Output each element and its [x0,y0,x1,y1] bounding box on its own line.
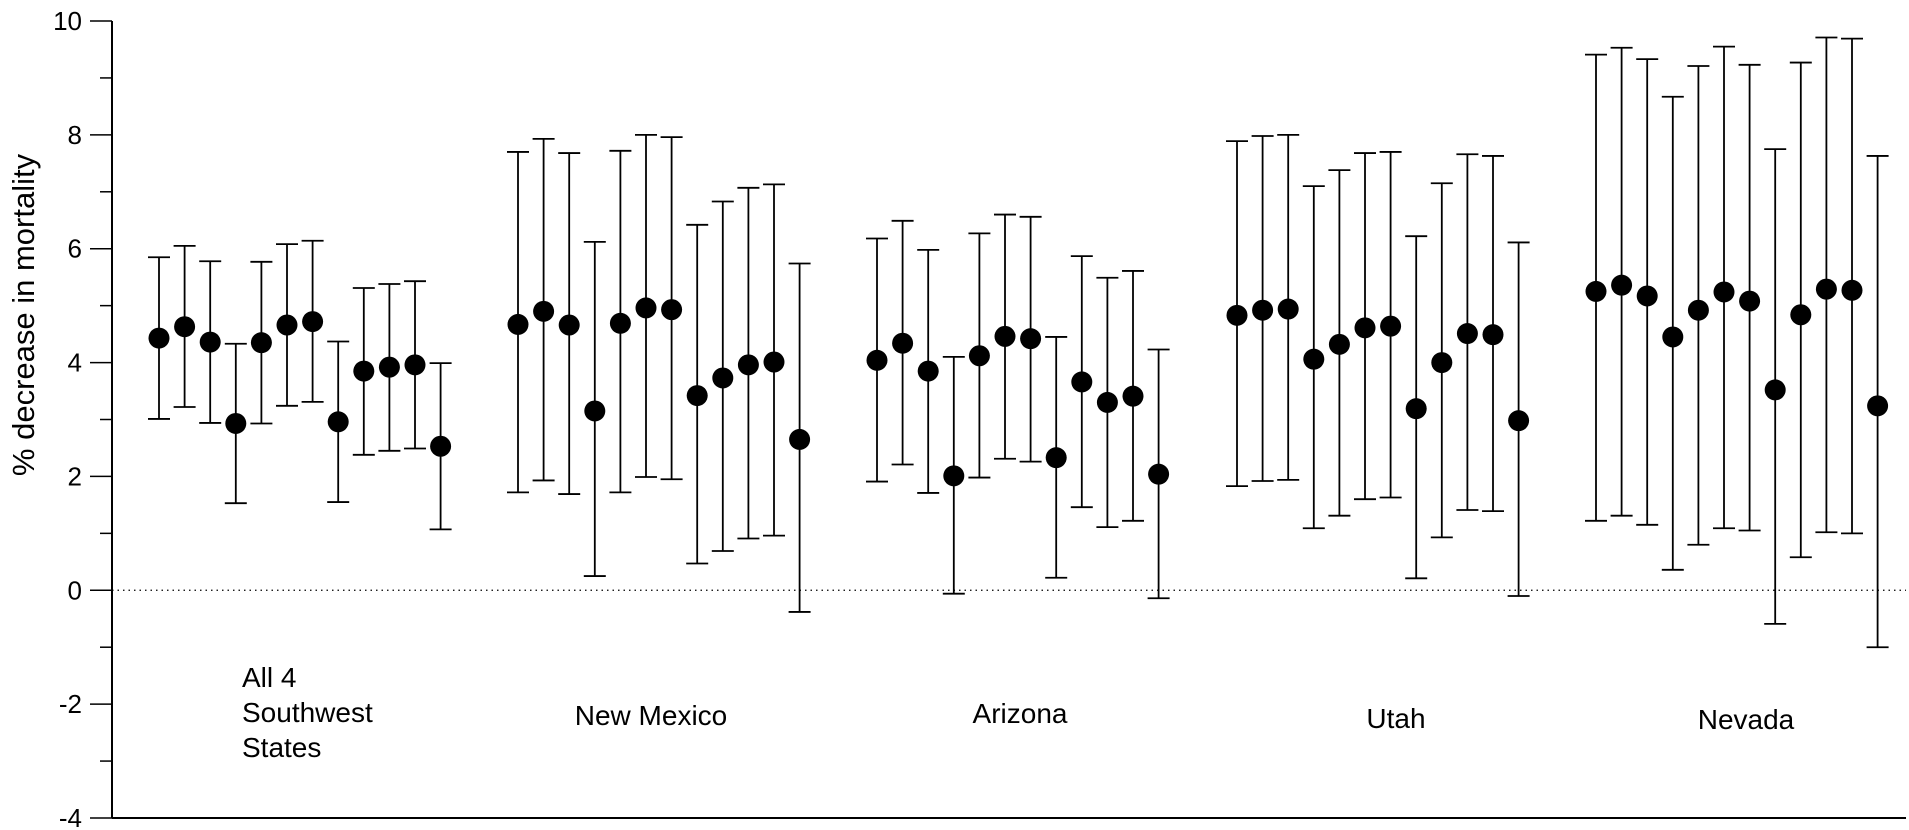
data-marks [148,38,1889,648]
data-point [1637,285,1658,306]
data-point [661,299,682,320]
data-point [251,332,272,353]
group-label: Nevada [1698,704,1795,735]
data-point [892,333,913,354]
data-point [995,326,1016,347]
data-point [1765,379,1786,400]
data-point [328,411,349,432]
data-point [636,297,657,318]
y-axis-title: % decrease in mortality [6,153,41,476]
group-label-line: Arizona [973,698,1068,729]
group-label-line: Southwest [242,697,373,728]
data-point [1586,281,1607,302]
y-tick-label: 4 [68,348,82,378]
group-label: All 4 Southwest States [242,662,373,763]
data-point [508,314,529,335]
data-point [1867,395,1888,416]
data-point [1406,398,1427,419]
data-point [712,367,733,388]
data-point [1380,316,1401,337]
y-tick-label: 10 [53,6,82,36]
data-point [1816,279,1837,300]
data-point [1790,304,1811,325]
data-point [1611,275,1632,296]
y-tick-label: 2 [68,461,82,491]
y-tick-label: 8 [68,120,82,150]
data-point [200,332,221,353]
data-point [559,314,580,335]
data-point [1278,299,1299,320]
data-point [1046,447,1067,468]
group-label: New Mexico [575,700,727,731]
group-label-line: States [242,732,321,763]
data-point [584,400,605,421]
data-point [1097,392,1118,413]
data-point [738,354,759,375]
group-label-line: Nevada [1698,704,1795,735]
group-label: Arizona [973,698,1068,729]
data-point [1662,326,1683,347]
data-point [1227,305,1248,326]
data-point [1842,280,1863,301]
y-tick-label: 0 [68,575,82,605]
data-point [533,301,554,322]
y-tick-label: 6 [68,234,82,264]
data-point [277,314,298,335]
data-point [405,354,426,375]
data-point [1457,323,1478,344]
data-point [687,385,708,406]
data-point [1303,349,1324,370]
y-tick-label: -4 [59,803,82,830]
data-point [1714,281,1735,302]
data-point [610,313,631,334]
data-point [430,436,451,457]
data-point [1252,300,1273,321]
data-point [1739,291,1760,312]
data-point [225,413,246,434]
data-point [174,316,195,337]
data-point [1688,300,1709,321]
data-point [969,345,990,366]
y-tick-label: -2 [59,689,82,719]
data-point [1508,410,1529,431]
group-label-line: New Mexico [575,700,727,731]
data-point [1148,464,1169,485]
data-point [764,352,785,373]
data-point [1123,386,1144,407]
group-label-line: All 4 [242,662,296,693]
data-point [789,429,810,450]
data-point [943,465,964,486]
group-4 [1585,38,1889,648]
group-labels: All 4 Southwest States New Mexico Arizona Uta… [242,662,1795,763]
data-point [379,357,400,378]
data-point [1483,324,1504,345]
group-label: Utah [1366,703,1425,734]
data-point [1431,352,1452,373]
data-point [1329,334,1350,355]
data-point [353,361,374,382]
group-3 [1226,135,1530,596]
data-point [1355,317,1376,338]
data-point [149,328,170,349]
data-point [918,361,939,382]
group-label-line: Utah [1366,703,1425,734]
data-point [1071,371,1092,392]
data-point [1020,328,1041,349]
data-point [302,311,323,332]
group-2 [866,215,1170,599]
group-1 [507,135,811,612]
data-point [867,350,888,371]
group-0 [148,241,452,530]
